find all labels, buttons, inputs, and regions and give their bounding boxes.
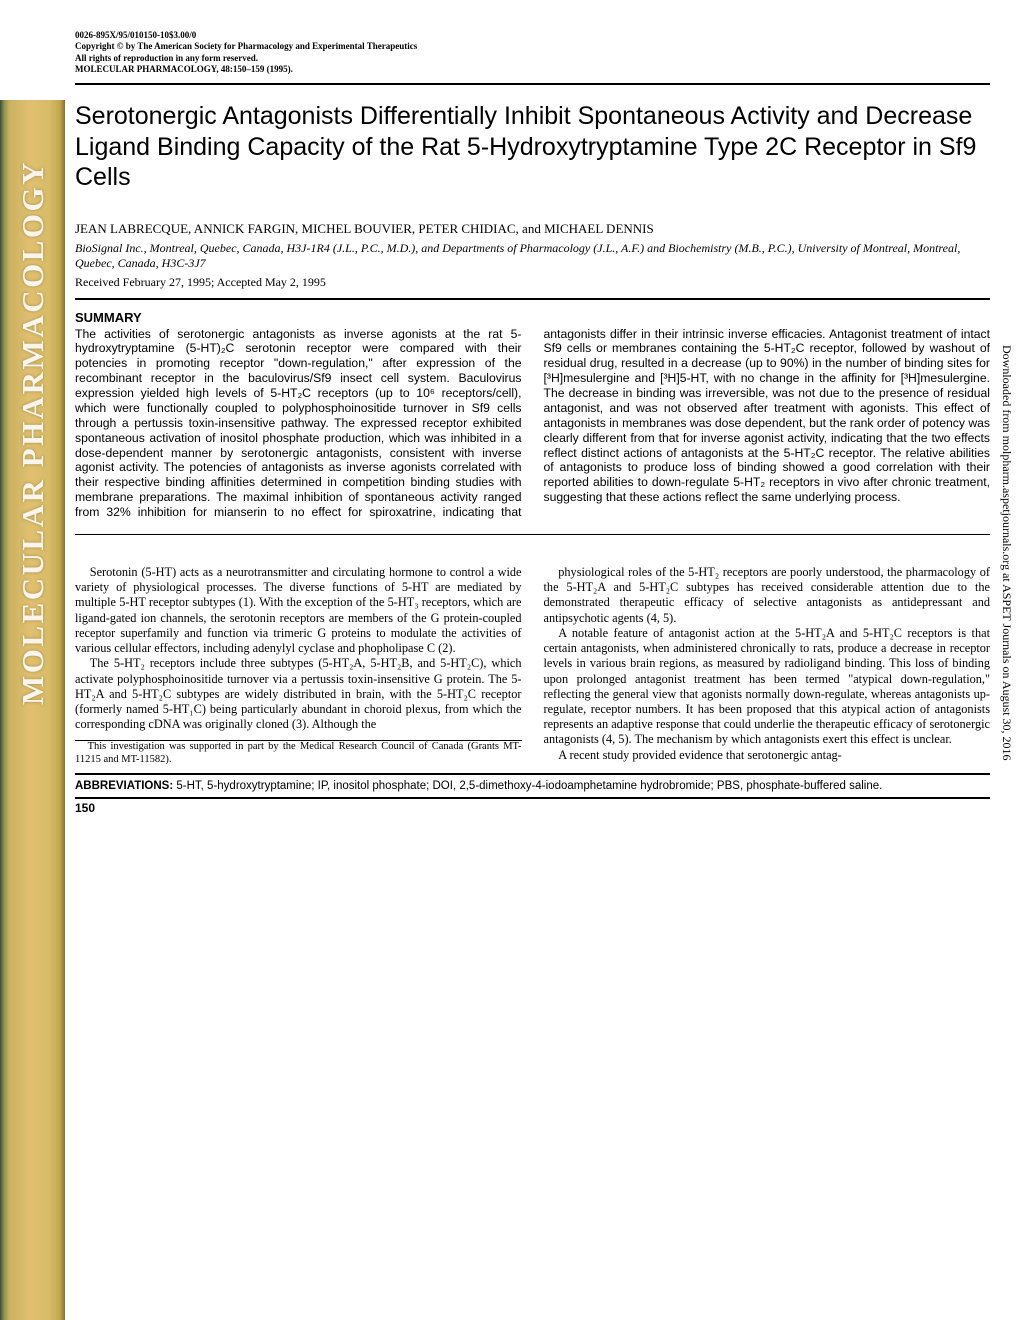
abbrev-text: 5-HT, 5-hydroxytryptamine; IP, inositol … [173,780,882,792]
body-paragraph-2: The 5-HT₂ receptors include three subtyp… [75,656,522,732]
mid-rule-1 [75,298,990,300]
article-body: Serotonin (5-HT) acts as a neurotransmit… [75,565,990,767]
summary-body: The activities of serotonergic antagonis… [75,327,990,520]
abbreviations-box: ABBREVIATIONS: 5-HT, 5-hydroxytryptamine… [75,773,990,799]
body-paragraph-3: physiological roles of the 5-HT₂ recepto… [544,565,991,626]
header-line-3: All rights of reproduction in any form r… [75,53,990,64]
journal-header: 0026-895X/95/010150-10$3.00/0 Copyright … [75,30,990,75]
page-content: 0026-895X/95/010150-10$3.00/0 Copyright … [75,30,990,1300]
affiliations: BioSignal Inc., Montreal, Quebec, Canada… [75,241,990,271]
body-paragraph-5: A recent study provided evidence that se… [544,748,991,763]
dates: Received February 27, 1995; Accepted May… [75,275,990,290]
top-rule [75,83,990,85]
body-paragraph-1: Serotonin (5-HT) acts as a neurotransmit… [75,565,522,656]
page-number: 150 [75,801,990,815]
article-title: Serotonergic Antagonists Differentially … [75,101,990,193]
spine-title: MOLECULAR PHARMACOLOGY [15,160,51,705]
download-watermark: Downloaded from molpharm.aspetjournals.o… [999,345,1014,761]
journal-spine: MOLECULAR PHARMACOLOGY [0,100,65,1320]
abbrev-label: ABBREVIATIONS: [75,780,173,792]
funding-footnote: This investigation was supported in part… [75,741,522,766]
mid-rule-2 [75,534,990,535]
body-paragraph-4: A notable feature of antagonist action a… [544,626,991,748]
summary-heading: SUMMARY [75,310,990,325]
author-list: JEAN LABRECQUE, ANNICK FARGIN, MICHEL BO… [75,221,990,237]
header-line-2: Copyright © by The American Society for … [75,41,990,52]
header-line-4: MOLECULAR PHARMACOLOGY, 48:150–159 (1995… [75,64,990,75]
header-line-1: 0026-895X/95/010150-10$3.00/0 [75,30,990,41]
